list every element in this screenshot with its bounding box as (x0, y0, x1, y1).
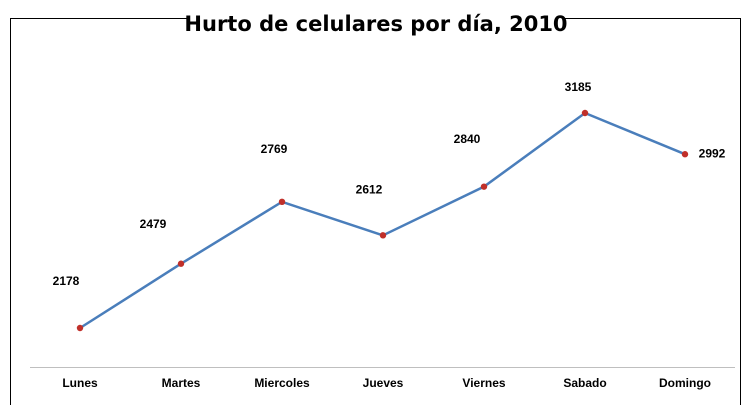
data-label: 3185 (565, 80, 592, 94)
series-line (79, 111, 686, 330)
x-tick-label: Sabado (563, 376, 606, 390)
data-point (480, 183, 488, 190)
chart-title: Hurto de celulares por día, 2010 (184, 12, 567, 36)
data-point (379, 232, 387, 239)
chart-frame (10, 18, 741, 405)
x-tick-label: Lunes (62, 376, 98, 390)
data-label: 2479 (140, 217, 167, 231)
data-point (581, 109, 589, 117)
x-tick-label: Jueves (363, 376, 404, 390)
x-tick-label: Martes (162, 376, 201, 390)
x-tick-label: Domingo (659, 376, 711, 390)
data-label: 2769 (261, 142, 288, 156)
x-tick-label: Miercoles (254, 376, 310, 390)
data-point (177, 260, 185, 267)
data-label: 2840 (454, 132, 481, 146)
data-label: 2612 (356, 183, 383, 197)
data-point (76, 324, 84, 332)
data-point (278, 198, 286, 206)
title-background (190, 12, 562, 32)
data-label: 2992 (699, 146, 726, 160)
x-tick-label: Viernes (462, 376, 505, 390)
data-label: 2178 (53, 274, 80, 288)
data-point (681, 151, 689, 158)
